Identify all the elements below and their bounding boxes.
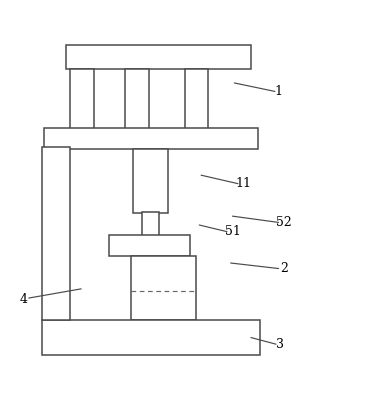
Text: 2: 2 xyxy=(280,262,288,275)
Bar xyxy=(109,235,190,256)
Text: 1: 1 xyxy=(275,85,283,98)
Bar xyxy=(125,69,149,136)
Bar xyxy=(42,320,260,355)
Text: 52: 52 xyxy=(276,216,292,229)
Bar xyxy=(66,45,251,69)
Bar xyxy=(131,256,196,320)
Bar xyxy=(70,69,94,136)
Text: 11: 11 xyxy=(235,177,252,190)
Text: 4: 4 xyxy=(20,293,28,306)
Bar xyxy=(184,69,208,136)
Text: 3: 3 xyxy=(276,338,284,351)
Bar xyxy=(142,212,159,237)
Bar xyxy=(133,149,168,213)
Bar xyxy=(44,128,258,149)
Bar xyxy=(42,147,70,320)
Text: 51: 51 xyxy=(224,225,241,238)
